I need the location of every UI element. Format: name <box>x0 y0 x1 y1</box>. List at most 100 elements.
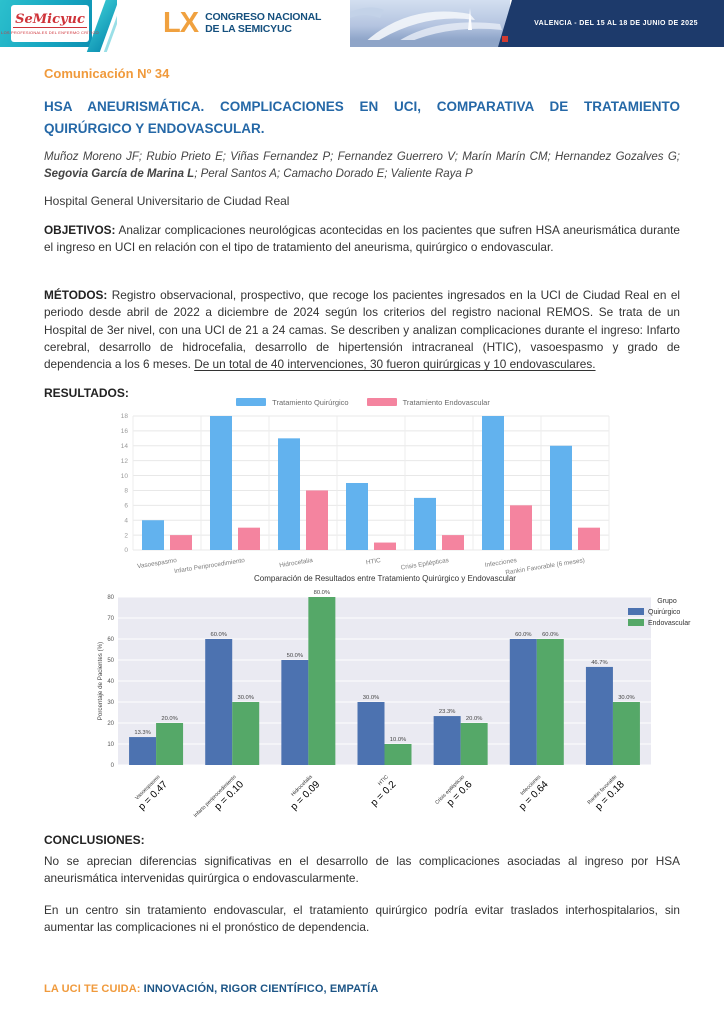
chart2-xtick: HTICp = 0.2 <box>364 774 399 809</box>
chart1-ytick: 10 <box>121 473 129 480</box>
event-info-text: VALENCIA - DEL 15 AL 18 DE JUNIO DE 2025 <box>534 20 698 27</box>
chart2-xtick: Crisis epilépticasp = 0.6 <box>434 774 475 815</box>
congress-header: SeMicyuc LOS PROFESIONALES DEL ENFERMO C… <box>0 0 724 52</box>
red-logo-mark <box>502 36 508 42</box>
chart1-bar <box>170 535 192 550</box>
semicyuc-logo: SeMicyuc LOS PROFESIONALES DEL ENFERMO C… <box>1 5 99 42</box>
chart1-bar <box>306 490 328 550</box>
chart1-ytick: 16 <box>121 428 129 435</box>
legend-item: Tratamiento Endovascular <box>366 397 490 407</box>
chart1-ytick: 8 <box>124 488 128 495</box>
conclusions-label: CONCLUSIONES: <box>44 833 145 847</box>
legend-swatch <box>366 398 397 406</box>
chart1-ytick: 12 <box>121 458 129 465</box>
methods-label: MÉTODOS: <box>44 288 108 302</box>
chart2-bar-label: 50.0% <box>287 653 303 659</box>
chart1-ytick: 4 <box>124 517 128 524</box>
chart2-ytick: 30 <box>107 700 114 706</box>
semicyuc-logo-text: SeMicyuc <box>13 11 87 28</box>
chart1-bar <box>550 445 572 550</box>
authors-suffix: ; Peral Santos A; Camacho Dorado E; Vali… <box>194 168 473 181</box>
chart2-bar <box>205 639 233 765</box>
chart2-bar <box>357 702 385 765</box>
chart2-legend-title: Grupo <box>657 598 677 605</box>
methods-text: Registro observacional, prospectivo, que… <box>44 288 680 372</box>
chart1-bar <box>278 438 300 550</box>
congress-name-line1: CONGRESO NACIONAL <box>205 11 322 24</box>
chart2-bar <box>308 597 336 765</box>
paper-title: HSA ANEURISMÁTICA. COMPLICACIONES EN UCI… <box>44 99 680 136</box>
chart2-xtick: Vasoespasmop = 0.47 <box>131 774 170 813</box>
semicyuc-logo-tagline: LOS PROFESIONALES DEL ENFERMO CRÍTICO <box>1 29 99 35</box>
chart2-xtick: Infeccionesp = 0.64 <box>512 774 551 813</box>
chart1-xtick: Vasoespasmo <box>137 557 178 570</box>
chart2-ytick: 70 <box>107 616 114 622</box>
chart2-bar-label: 10.0% <box>390 737 406 743</box>
chart2-ytick: 0 <box>111 763 115 769</box>
chart2-bar-label: 20.0% <box>161 716 177 722</box>
footer-slogan: LA UCI TE CUIDA: INNOVACIÓN, RIGOR CIENT… <box>44 983 680 995</box>
chart1-ytick: 14 <box>121 443 129 450</box>
chart2-legend-label: Quirúrgico <box>648 609 680 616</box>
legend-item: Tratamiento Quirúrgico <box>236 397 349 407</box>
objectives-paragraph: OBJETIVOS: Analizar complicaciones neuro… <box>44 222 680 257</box>
chart1-ytick: 2 <box>124 532 128 539</box>
chart2-canvas: 0 10 20 30 40 50 60 70 80 Porcentaje de Pacientes… <box>97 590 691 828</box>
author-highlighted: Segovia García de Marina L <box>44 168 195 181</box>
chart1-ytick: 0 <box>124 547 128 554</box>
chart1-xtick: Infecciones <box>484 557 517 569</box>
chart2-ylabel: Porcentaje de Pacientes (%) <box>97 642 104 720</box>
chart1-bar <box>414 497 436 550</box>
affiliation: Hospital General Universitario de Ciudad… <box>44 194 290 208</box>
chart1-xtick: Crisis Epilépticas <box>400 557 449 572</box>
valencia-photo-art <box>350 7 510 47</box>
methods-underlined-sentence: De un total de 40 intervenciones, 30 fue… <box>194 357 596 372</box>
chart2-bar-label: 80.0% <box>314 590 330 596</box>
chart2-xtick: Infarto periprocedimientop = 0.10 <box>193 774 247 828</box>
chart2-bar <box>433 716 461 765</box>
chart2-bar-label: 13.3% <box>134 730 150 736</box>
chart1-xtick: Infarto Periprocedimiento <box>174 557 246 575</box>
chart2-bar-label: 46.7% <box>591 660 607 666</box>
chart2-ytick: 20 <box>107 721 114 727</box>
methods-paragraph: MÉTODOS: Registro observacional, prospec… <box>44 287 680 374</box>
chart1-bar <box>442 535 464 550</box>
chart2-ytick: 10 <box>107 742 114 748</box>
chart1-xtick: HTIC <box>365 557 381 566</box>
chart2-bar <box>232 702 260 765</box>
objectives-label: OBJETIVOS: <box>44 223 116 237</box>
chart2-title: Comparación de Resultados entre Tratamie… <box>254 574 516 583</box>
chart2-bar-label: 60.0% <box>515 632 531 638</box>
congress-title-area: LX CONGRESO NACIONAL DE LA SEMICYUC <box>117 0 350 47</box>
results-chart-percentages: Comparación de Resultados entre Tratamie… <box>95 574 715 844</box>
legend-label: Tratamiento Quirúrgico <box>272 397 349 407</box>
event-info-band: VALENCIA - DEL 15 AL 18 DE JUNIO DE 2025 <box>498 0 724 47</box>
communication-number: Comunicación Nº 34 <box>44 66 170 81</box>
chart2-bar <box>585 666 613 765</box>
objectives-text: Analizar complicaciones neurológicas aco… <box>44 223 680 255</box>
chart1-bar <box>346 483 368 550</box>
chart2-bar-label: 30.0% <box>363 695 379 701</box>
valencia-photo <box>350 0 510 47</box>
chart2-bar-label: 60.0% <box>210 632 226 638</box>
results-label: RESULTADOS: <box>44 386 129 400</box>
chart1-ytick: 6 <box>124 503 128 510</box>
chart2-bar-label: 23.3% <box>439 709 455 715</box>
chart2-bar <box>612 702 640 765</box>
chart2-bar <box>156 723 184 765</box>
chart2-bar <box>281 660 309 765</box>
authors-prefix: Muñoz Moreno JF; Rubio Prieto E; Viñas F… <box>44 151 680 163</box>
chart2-ytick: 80 <box>107 595 114 601</box>
authors-line: Muñoz Moreno JF; Rubio Prieto E; Viñas F… <box>44 149 680 184</box>
chart2-xtick: Rankin favorablep = 0.18 <box>587 774 628 815</box>
conclusions-paragraph-1: No se aprecian diferencias significativa… <box>44 854 680 886</box>
legend-label: Tratamiento Endovascular <box>402 397 490 407</box>
chart2-ytick: 50 <box>107 658 114 664</box>
chart2-legend-swatch <box>628 608 644 615</box>
chart1-bar <box>238 527 260 550</box>
chart2-legend-swatch <box>628 619 644 626</box>
chart2-bar <box>536 639 564 765</box>
chart1-bar <box>210 416 232 550</box>
chart1-legend: Tratamiento Quirúrgico Tratamiento Endova… <box>113 396 613 408</box>
